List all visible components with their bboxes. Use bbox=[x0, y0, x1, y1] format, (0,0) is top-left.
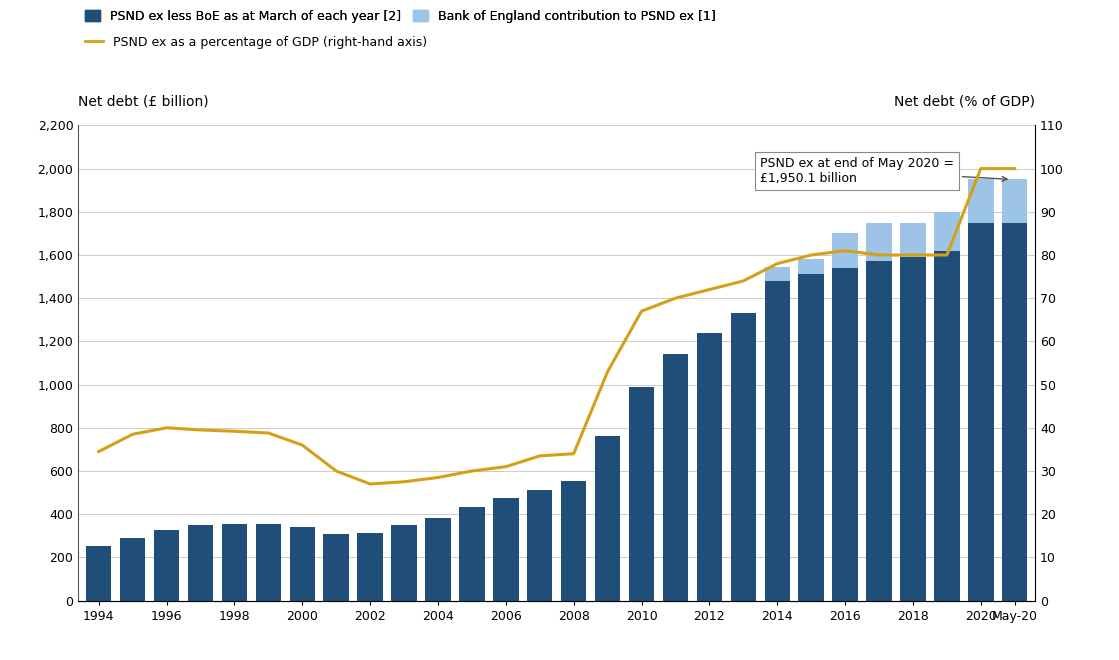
Bar bbox=[833, 268, 858, 601]
Bar bbox=[493, 498, 518, 601]
Bar bbox=[968, 180, 994, 222]
Bar bbox=[392, 525, 416, 601]
Bar bbox=[866, 222, 892, 261]
Bar bbox=[799, 259, 824, 275]
Bar bbox=[425, 518, 451, 601]
Bar bbox=[629, 387, 655, 601]
Bar bbox=[697, 333, 722, 601]
Bar bbox=[934, 212, 960, 251]
Bar bbox=[1002, 222, 1027, 601]
Bar bbox=[799, 275, 824, 601]
Bar bbox=[595, 436, 620, 601]
Legend: PSND ex as a percentage of GDP (right-hand axis): PSND ex as a percentage of GDP (right-ha… bbox=[85, 36, 427, 49]
Bar bbox=[764, 281, 790, 601]
Text: Net debt (£ billion): Net debt (£ billion) bbox=[78, 95, 209, 109]
Text: Net debt (% of GDP): Net debt (% of GDP) bbox=[894, 95, 1035, 109]
Bar bbox=[527, 490, 553, 601]
Bar bbox=[255, 524, 281, 601]
Bar bbox=[900, 222, 925, 257]
Bar bbox=[222, 524, 247, 601]
Bar bbox=[323, 534, 349, 601]
Bar bbox=[561, 481, 586, 601]
Bar bbox=[86, 546, 112, 601]
Bar bbox=[188, 525, 214, 601]
Bar bbox=[153, 530, 179, 601]
Bar bbox=[1002, 180, 1027, 222]
Bar bbox=[357, 533, 383, 601]
Bar bbox=[459, 507, 485, 601]
Bar bbox=[120, 538, 145, 601]
Bar bbox=[290, 527, 314, 601]
Text: PSND ex at end of May 2020 =
£1,950.1 billion: PSND ex at end of May 2020 = £1,950.1 bi… bbox=[760, 157, 1007, 185]
Legend: PSND ex less BoE as at March of each year [2], Bank of England contribution to P: PSND ex less BoE as at March of each yea… bbox=[85, 9, 716, 22]
Bar bbox=[833, 234, 858, 268]
Bar bbox=[900, 257, 925, 601]
Bar bbox=[662, 354, 688, 601]
Bar bbox=[968, 222, 994, 601]
Bar bbox=[731, 314, 756, 601]
Bar bbox=[764, 267, 790, 281]
Bar bbox=[866, 261, 892, 601]
Bar bbox=[934, 251, 960, 601]
